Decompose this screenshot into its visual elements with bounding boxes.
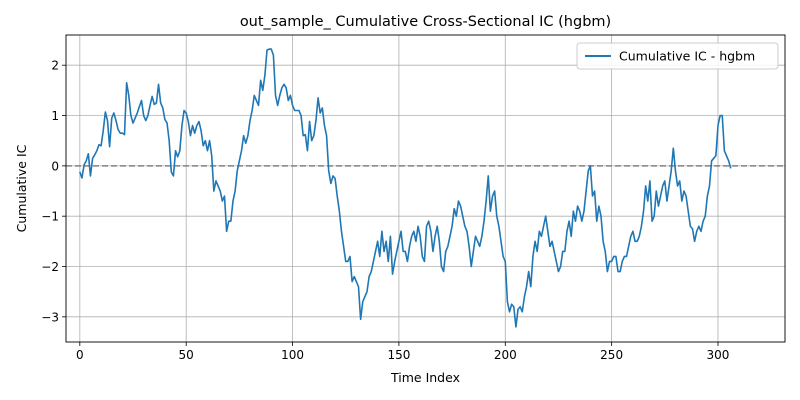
y-tick-label: 1 (51, 109, 59, 123)
y-tick-label: −2 (41, 260, 59, 274)
y-tick-label: 2 (51, 59, 59, 73)
chart-title: out_sample_ Cumulative Cross-Sectional I… (240, 14, 611, 30)
x-tick-label: 150 (387, 348, 410, 362)
x-axis-label: Time Index (390, 370, 460, 385)
y-tick-label: −1 (41, 210, 59, 224)
legend-box (576, 42, 779, 70)
legend: Cumulative IC - hgbm (576, 42, 779, 70)
series-line-0 (79, 48, 732, 328)
y-axis-label: Cumulative IC (14, 144, 29, 232)
x-tick-label: 300 (707, 348, 730, 362)
legend-label: Cumulative IC - hgbm (619, 49, 755, 64)
axis-ticks: 0 50 100 150 200 250 300 −3 −2 −1 0 1 2 (41, 59, 729, 362)
x-tick-label: 200 (494, 348, 517, 362)
x-tick-label: 100 (281, 348, 304, 362)
y-tick-label: −3 (41, 310, 59, 324)
y-tick-label: 0 (51, 159, 59, 173)
x-tick-label: 50 (179, 348, 194, 362)
plot-frame (65, 34, 786, 343)
x-tick-label: 250 (600, 348, 623, 362)
series-layer (79, 48, 732, 328)
x-tick-label: 0 (76, 348, 84, 362)
